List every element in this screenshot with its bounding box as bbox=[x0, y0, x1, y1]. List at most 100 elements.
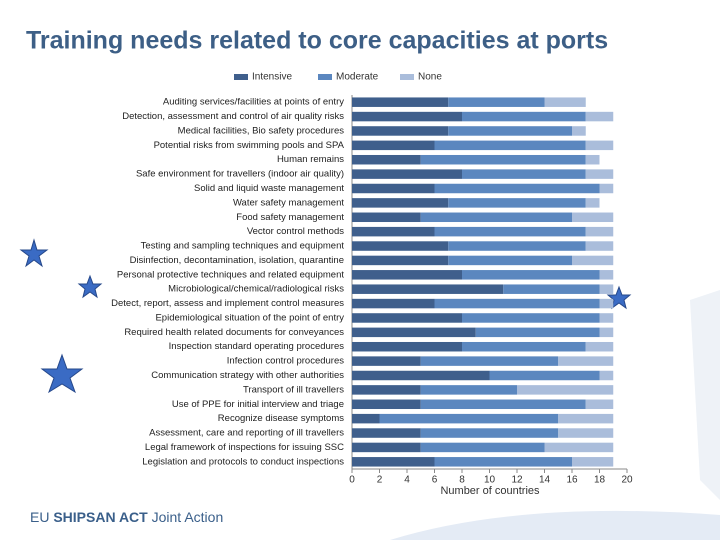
y-tick-label: Auditing services/facilities at points o… bbox=[163, 97, 344, 108]
bar-segment bbox=[434, 457, 572, 467]
bar-segment bbox=[352, 457, 435, 467]
bar-segment bbox=[544, 97, 586, 107]
bar-segment bbox=[352, 284, 504, 294]
bar-segment bbox=[585, 341, 614, 352]
y-tick-label: Vector control methods bbox=[247, 226, 344, 237]
y-tick-label: Detection, assessment and control of air… bbox=[122, 111, 344, 122]
bar-segment bbox=[448, 198, 586, 208]
legend-swatch bbox=[318, 74, 332, 80]
decor-star bbox=[40, 353, 84, 394]
footer-prefix: EU bbox=[30, 509, 50, 525]
bar-segment bbox=[420, 212, 572, 223]
y-tick-label: Transport of ill travellers bbox=[243, 384, 344, 395]
y-tick-label: Disinfection, decontamination, isolation… bbox=[130, 255, 344, 266]
bar-segment bbox=[599, 284, 614, 294]
x-axis-label: Number of countries bbox=[440, 485, 540, 497]
bar-segment bbox=[462, 169, 586, 179]
bar-segment bbox=[434, 298, 600, 309]
bar-segment bbox=[352, 370, 490, 381]
bar-segment bbox=[462, 341, 586, 352]
y-tick-label: Legal framework of inspections for issui… bbox=[145, 442, 344, 453]
y-tick-label: Safe environment for travellers (indoor … bbox=[136, 169, 344, 180]
bar-segment bbox=[352, 356, 421, 366]
bar-segment bbox=[420, 399, 586, 410]
decor-ship bbox=[690, 290, 720, 500]
legend-label: Intensive bbox=[252, 72, 292, 83]
bar-segment bbox=[572, 255, 614, 266]
bar-segment bbox=[462, 111, 586, 122]
bar-segment bbox=[517, 385, 614, 395]
bar-segment bbox=[352, 154, 421, 165]
bar-segment bbox=[599, 270, 614, 280]
bar-segment bbox=[448, 97, 545, 107]
bar-segment bbox=[585, 169, 614, 179]
bar-segment bbox=[352, 140, 435, 151]
x-tick-label: 8 bbox=[459, 475, 465, 486]
bar-segment bbox=[352, 385, 421, 395]
bar-segment bbox=[572, 457, 614, 467]
bar-segment bbox=[352, 183, 435, 194]
bar-segment bbox=[420, 442, 545, 453]
legend-label: None bbox=[418, 72, 442, 83]
bar-segment bbox=[503, 284, 600, 294]
y-tick-label: Human remains bbox=[277, 154, 344, 165]
y-tick-label: Personal protective techniques and relat… bbox=[117, 269, 344, 280]
y-tick-label: Legislation and protocols to conduct ins… bbox=[142, 456, 344, 467]
footer-brand: SHIPSAN ACT bbox=[53, 509, 148, 525]
bar-segment bbox=[352, 399, 421, 410]
bar-segment bbox=[352, 111, 462, 122]
bar-segment bbox=[599, 298, 614, 309]
bar-segment bbox=[448, 126, 572, 136]
y-tick-label: Use of PPE for initial interview and tri… bbox=[172, 399, 344, 410]
y-tick-label: Assessment, care and reporting of ill tr… bbox=[149, 428, 344, 439]
bar-segment bbox=[585, 198, 600, 208]
bar-segment bbox=[352, 270, 462, 280]
bar-segment bbox=[352, 341, 462, 352]
bar-segment bbox=[420, 385, 517, 395]
bar-segment bbox=[489, 370, 600, 381]
y-tick-label: Inspection standard operating procedures bbox=[169, 341, 345, 352]
bar-segment bbox=[448, 241, 586, 251]
x-tick-label: 2 bbox=[377, 475, 383, 486]
y-tick-label: Potential risks from swimming pools and … bbox=[154, 140, 345, 151]
x-tick-label: 4 bbox=[404, 475, 410, 486]
bar-segment bbox=[558, 413, 614, 424]
bar-segment bbox=[462, 270, 600, 280]
bar-segment bbox=[352, 126, 449, 136]
bar-segment bbox=[352, 313, 462, 323]
x-tick-label: 20 bbox=[621, 475, 633, 486]
bar-segment bbox=[462, 313, 600, 323]
bar-segment bbox=[475, 327, 600, 338]
bar-segment bbox=[352, 428, 421, 438]
bar-segment bbox=[599, 313, 614, 323]
y-tick-label: Required health related documents for co… bbox=[124, 327, 344, 338]
decor-star bbox=[77, 274, 103, 299]
bar-segment bbox=[434, 183, 600, 194]
x-tick-label: 12 bbox=[511, 475, 523, 486]
bar-segment bbox=[585, 154, 600, 165]
bar-segment bbox=[352, 169, 462, 179]
y-tick-label: Epidemiological situation of the point o… bbox=[155, 312, 344, 323]
bar-segment bbox=[585, 111, 614, 122]
x-tick-label: 16 bbox=[566, 475, 578, 486]
legend-label: Moderate bbox=[336, 72, 379, 83]
bar-segment bbox=[599, 327, 614, 338]
bar-segment bbox=[420, 356, 559, 366]
legend-swatch bbox=[400, 74, 414, 80]
bar-segment bbox=[572, 212, 614, 223]
bar-segment bbox=[558, 428, 614, 438]
bar-segment bbox=[434, 226, 586, 237]
decor-star bbox=[19, 238, 49, 268]
y-tick-label: Communication strategy with other author… bbox=[151, 370, 344, 381]
x-tick-label: 10 bbox=[484, 475, 496, 486]
bar-segment bbox=[352, 226, 435, 237]
y-tick-label: Solid and liquid waste management bbox=[194, 183, 344, 194]
y-tick-label: Food safety management bbox=[236, 212, 344, 223]
bar-segment bbox=[420, 428, 559, 438]
bar-segment bbox=[544, 442, 614, 453]
x-tick-label: 6 bbox=[432, 475, 438, 486]
bar-segment bbox=[352, 298, 435, 309]
bar-segment bbox=[585, 399, 614, 410]
decor-wave bbox=[390, 510, 720, 540]
